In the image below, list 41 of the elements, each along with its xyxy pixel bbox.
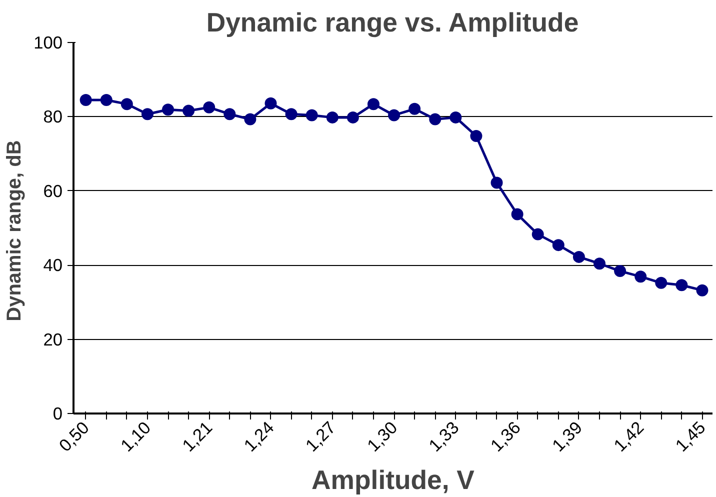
point (532, 228, 544, 240)
point (203, 101, 216, 114)
point (696, 284, 708, 296)
point (264, 97, 277, 110)
point (141, 108, 154, 120)
point (408, 102, 421, 115)
point (429, 113, 442, 126)
y-tick-label: 20 (43, 329, 63, 350)
point (244, 113, 256, 126)
point (634, 270, 647, 283)
point (182, 104, 195, 117)
x-axis-title: Amplitude, V (312, 464, 475, 495)
point (450, 111, 462, 124)
y-tick-label: 40 (43, 255, 63, 276)
point (676, 279, 688, 292)
point (655, 276, 668, 289)
point (306, 109, 318, 122)
point (490, 176, 503, 189)
y-tick-label: 100 (34, 32, 63, 52)
y-tick-label: 80 (43, 106, 63, 127)
point (388, 109, 400, 122)
point (572, 250, 585, 263)
point (224, 108, 236, 120)
point (326, 111, 338, 124)
y-axis-title: Dynamic range, dB (4, 140, 26, 322)
point (346, 111, 359, 124)
y-tick-label: 60 (43, 180, 63, 201)
point (470, 130, 482, 142)
point (120, 98, 133, 110)
point (100, 94, 112, 106)
y-tick-label: 0 (52, 404, 63, 424)
point (511, 208, 524, 220)
point (80, 94, 92, 106)
point (162, 104, 174, 116)
point (552, 239, 564, 252)
point (285, 108, 298, 120)
point (614, 265, 626, 278)
point (367, 98, 380, 110)
point (593, 258, 606, 270)
chart-title: Dynamic range vs. Amplitude (206, 8, 579, 38)
x-tick-label: 1,21 (178, 417, 216, 456)
